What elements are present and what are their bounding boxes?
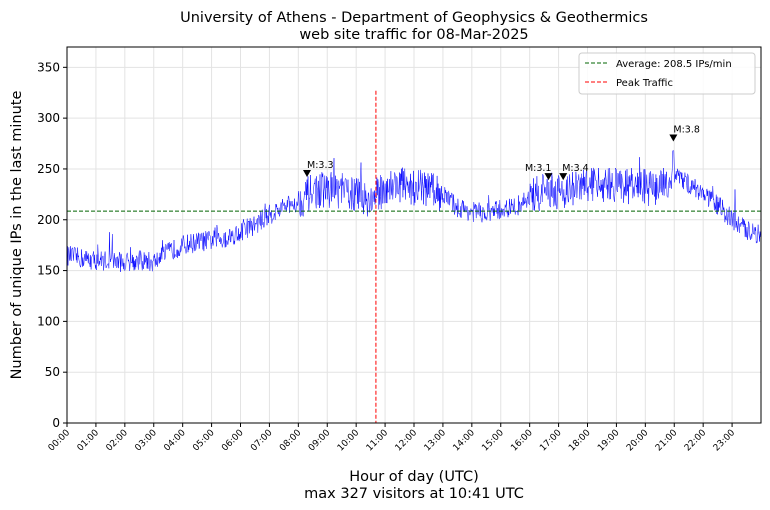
x-tick-label: 18:00 [567,428,593,454]
x-tick-label: 06:00 [220,428,246,454]
chart-title: University of Athens - Department of Geo… [180,10,648,26]
legend-box [578,52,756,95]
x-tick-label: 20:00 [625,428,651,454]
earthquake-marker-label: M:3.8 [673,124,700,135]
x-tick-label: 09:00 [307,428,333,454]
x-tick-label: 04:00 [162,428,188,454]
y-tick-label: 350 [37,60,60,74]
y-tick-label: 150 [37,264,60,278]
x-tick-label: 19:00 [596,428,622,454]
x-tick-label: 02:00 [105,428,131,454]
x-tick-label: 03:00 [133,428,159,454]
legend: Average: 208.5 IPs/min Peak Traffic [578,52,756,95]
y-tick-label: 300 [37,111,60,125]
axis-ticks: 00:00 01:00 02:00 03:00 04:00 05:00 06:00 07:00… [37,60,737,453]
x-tick-label: 07:00 [249,428,275,454]
x-tick-label: 08:00 [278,428,304,454]
x-tick-label: 01:00 [76,428,102,454]
earthquake-marker-icon [544,173,553,181]
x-tick-label: 13:00 [423,428,449,454]
series-line-visitors [66,150,761,302]
earthquake-marker-label: M:3.1 [525,163,552,174]
x-tick-label: 14:00 [452,428,478,454]
y-axis-label: Number of unique IPs in the last minute [9,91,25,380]
earthquake-marker-icon [669,134,678,142]
chart-subtitle: web site traffic for 08-Mar-2025 [299,27,528,43]
x-tick-label: 10:00 [336,428,362,454]
x-tick-label: 00:00 [47,428,73,454]
y-tick-label: 50 [45,365,60,379]
y-tick-label: 250 [37,162,60,176]
earthquake-marker-icon [303,170,312,178]
earthquake-marker-label: M:3.3 [307,160,334,171]
y-tick-label: 100 [37,314,60,328]
x-axis-sublabel: max 327 visitors at 10:41 UTC [304,486,524,502]
x-tick-label: 11:00 [365,428,391,454]
x-tick-label: 21:00 [654,428,680,454]
grid [66,47,761,424]
plot-area: M:3.3 M:3.1 M:3.4 M:3.8 [66,90,761,423]
x-axis-label: Hour of day (UTC) [349,469,478,485]
legend-peak-label: Peak Traffic [616,78,673,89]
x-tick-label: 17:00 [538,428,564,454]
y-tick-label: 200 [37,213,60,227]
x-tick-label: 16:00 [509,428,535,454]
x-tick-label: 22:00 [683,428,709,454]
legend-average-label: Average: 208.5 IPs/min [616,59,732,70]
earthquake-marker-icon [559,173,568,181]
x-tick-label: 12:00 [394,428,420,454]
x-tick-label: 15:00 [480,428,506,454]
y-tick-label: 0 [52,416,60,430]
earthquake-marker-label: M:3.4 [562,163,589,174]
x-tick-label: 23:00 [712,428,738,454]
x-tick-label: 05:00 [191,428,217,454]
